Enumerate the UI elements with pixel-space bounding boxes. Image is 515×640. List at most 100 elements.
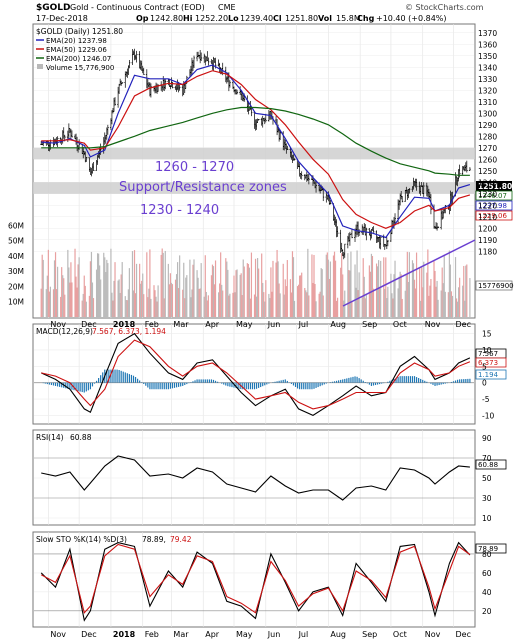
volume-bar xyxy=(289,279,292,317)
rsi-badge: 60.88 xyxy=(478,461,498,469)
header-cl-label: Cl xyxy=(273,14,282,23)
macd-histogram-bar xyxy=(227,382,229,387)
macd-histogram-bar xyxy=(294,382,297,387)
macd-histogram-bar xyxy=(372,382,375,386)
header-chg-label: Chg xyxy=(357,14,375,23)
macd-histogram-bar xyxy=(52,382,55,386)
volume-bar xyxy=(246,263,248,317)
volume-bar xyxy=(168,284,170,317)
volume-bar xyxy=(441,267,443,317)
volume-bar xyxy=(240,273,242,317)
volume-bar xyxy=(78,257,80,317)
volume-bar xyxy=(451,295,454,317)
volume-bar xyxy=(70,262,72,317)
macd-histogram-bar xyxy=(89,382,92,390)
sto-label-k: 78.89, xyxy=(142,535,166,544)
macd-histogram-bar xyxy=(225,382,227,386)
macd-histogram-bar xyxy=(370,382,373,386)
volume-bar xyxy=(212,266,215,317)
macd-label-name: MACD(12,26,9) xyxy=(36,327,93,336)
volume-bar xyxy=(442,283,444,317)
volume-bar xyxy=(371,255,374,317)
volume-bar xyxy=(376,266,379,317)
volume-bar xyxy=(199,288,201,317)
volume-bar xyxy=(256,258,259,317)
volume-bar xyxy=(76,287,78,317)
volume-bar xyxy=(120,274,122,317)
macd-histogram-bar xyxy=(65,382,67,389)
volume-bar xyxy=(455,298,458,317)
macd-histogram-bar xyxy=(381,382,383,384)
volume-tick-label: 20M xyxy=(8,282,24,291)
volume-bar xyxy=(370,253,373,317)
macd-histogram-bar xyxy=(454,380,457,383)
volume-bar xyxy=(443,254,445,317)
volume-bar xyxy=(77,264,79,317)
volume-bar xyxy=(82,293,84,317)
volume-bar xyxy=(53,260,56,317)
volume-bar xyxy=(375,263,378,317)
price-tick-label: 1320 xyxy=(478,86,497,95)
macd-histogram-bar xyxy=(444,382,446,384)
macd-histogram-bar xyxy=(461,379,463,383)
volume-bar xyxy=(463,265,465,317)
price-tick-label: 1370 xyxy=(478,29,497,38)
volume-bar xyxy=(91,282,94,317)
volume-bar xyxy=(142,273,144,317)
macd-histogram-bar xyxy=(161,382,163,390)
header-vol-label: Vol xyxy=(318,14,332,23)
header-lo: 1239.40 xyxy=(240,14,273,23)
volume-bar xyxy=(147,297,149,317)
month-label: Feb xyxy=(145,630,159,639)
volume-bar xyxy=(336,297,339,317)
badge-ema20-bg xyxy=(475,200,513,211)
macd-histogram-bar xyxy=(418,378,420,383)
price-tick-label: 1240 xyxy=(478,178,497,187)
macd-histogram-bar xyxy=(143,382,145,384)
macd-histogram-bar xyxy=(241,382,243,390)
volume-bar xyxy=(356,250,358,317)
month-label: Nov xyxy=(425,320,441,329)
macd-badge-signal-bg xyxy=(475,357,507,368)
macd-histogram-bar xyxy=(258,382,260,388)
volume-bar xyxy=(271,291,273,317)
macd-histogram-bar xyxy=(364,382,366,383)
price-tick-label: 1190 xyxy=(478,236,497,245)
volume-bar xyxy=(106,259,108,317)
macd-histogram-bar xyxy=(459,379,461,383)
macd-histogram-bar xyxy=(360,379,362,383)
macd-histogram-bar xyxy=(175,382,178,388)
volume-bar xyxy=(384,288,386,317)
volume-bar xyxy=(347,253,349,317)
macd-histogram-bar xyxy=(354,376,356,383)
macd-histogram-bar xyxy=(358,378,360,383)
volume-bar xyxy=(184,298,186,317)
legend-ema50: EMA(50) 1229.06 xyxy=(46,46,107,54)
macd-histogram-bar xyxy=(202,379,204,383)
volume-bar xyxy=(163,298,165,317)
volume-bar xyxy=(146,252,148,317)
macd-histogram-bar xyxy=(469,378,471,383)
volume-bar xyxy=(430,278,432,317)
price-tick-label: 1280 xyxy=(478,132,497,141)
volume-bar xyxy=(164,250,166,317)
macd-histogram-bar xyxy=(132,375,135,383)
volume-bar xyxy=(193,259,195,317)
price-legend: $GOLD (Daily) 1251.80 EMA(20) 1237.98 EM… xyxy=(36,27,123,72)
macd-histogram-bar xyxy=(221,382,223,384)
volume-bar xyxy=(248,267,250,317)
volume-bar xyxy=(436,280,438,317)
rsi-tick-label: 10 xyxy=(482,514,492,523)
volume-bar xyxy=(450,291,453,317)
volume-bar xyxy=(67,249,69,317)
badge-ema200: 1246.07 xyxy=(478,192,507,200)
macd-histogram-bar xyxy=(130,374,133,383)
macd-histogram-bar xyxy=(231,382,233,388)
volume-bar xyxy=(464,300,466,317)
volume-bar xyxy=(459,277,461,317)
price-tick-label: 1220 xyxy=(478,201,497,210)
volume-bar xyxy=(103,252,105,317)
volume-bar xyxy=(372,288,375,317)
macd-histogram-bar xyxy=(91,382,94,387)
